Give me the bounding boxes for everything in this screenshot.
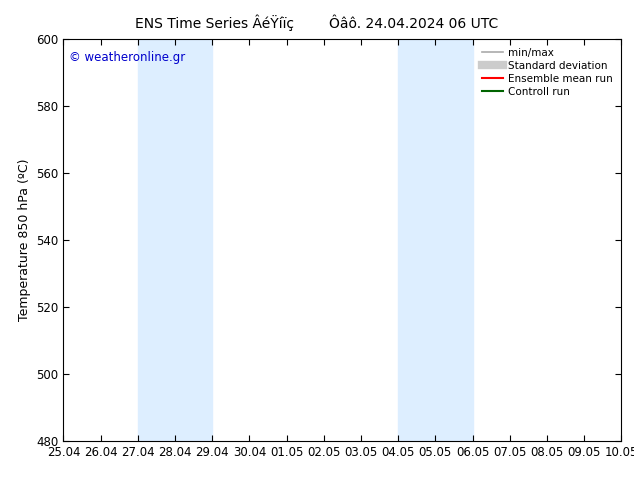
Legend: min/max, Standard deviation, Ensemble mean run, Controll run: min/max, Standard deviation, Ensemble me… [479,45,616,100]
Y-axis label: Temperature 850 hPa (ºC): Temperature 850 hPa (ºC) [18,159,30,321]
Bar [398,39,472,441]
Text: © weatheronline.gr: © weatheronline.gr [69,51,185,64]
Text: ENS Time Series ÂéŸíïç        Ôâô. 24.04.2024 06 UTC: ENS Time Series ÂéŸíïç Ôâô. 24.04.2024 0… [136,15,498,31]
Bar [138,39,212,441]
